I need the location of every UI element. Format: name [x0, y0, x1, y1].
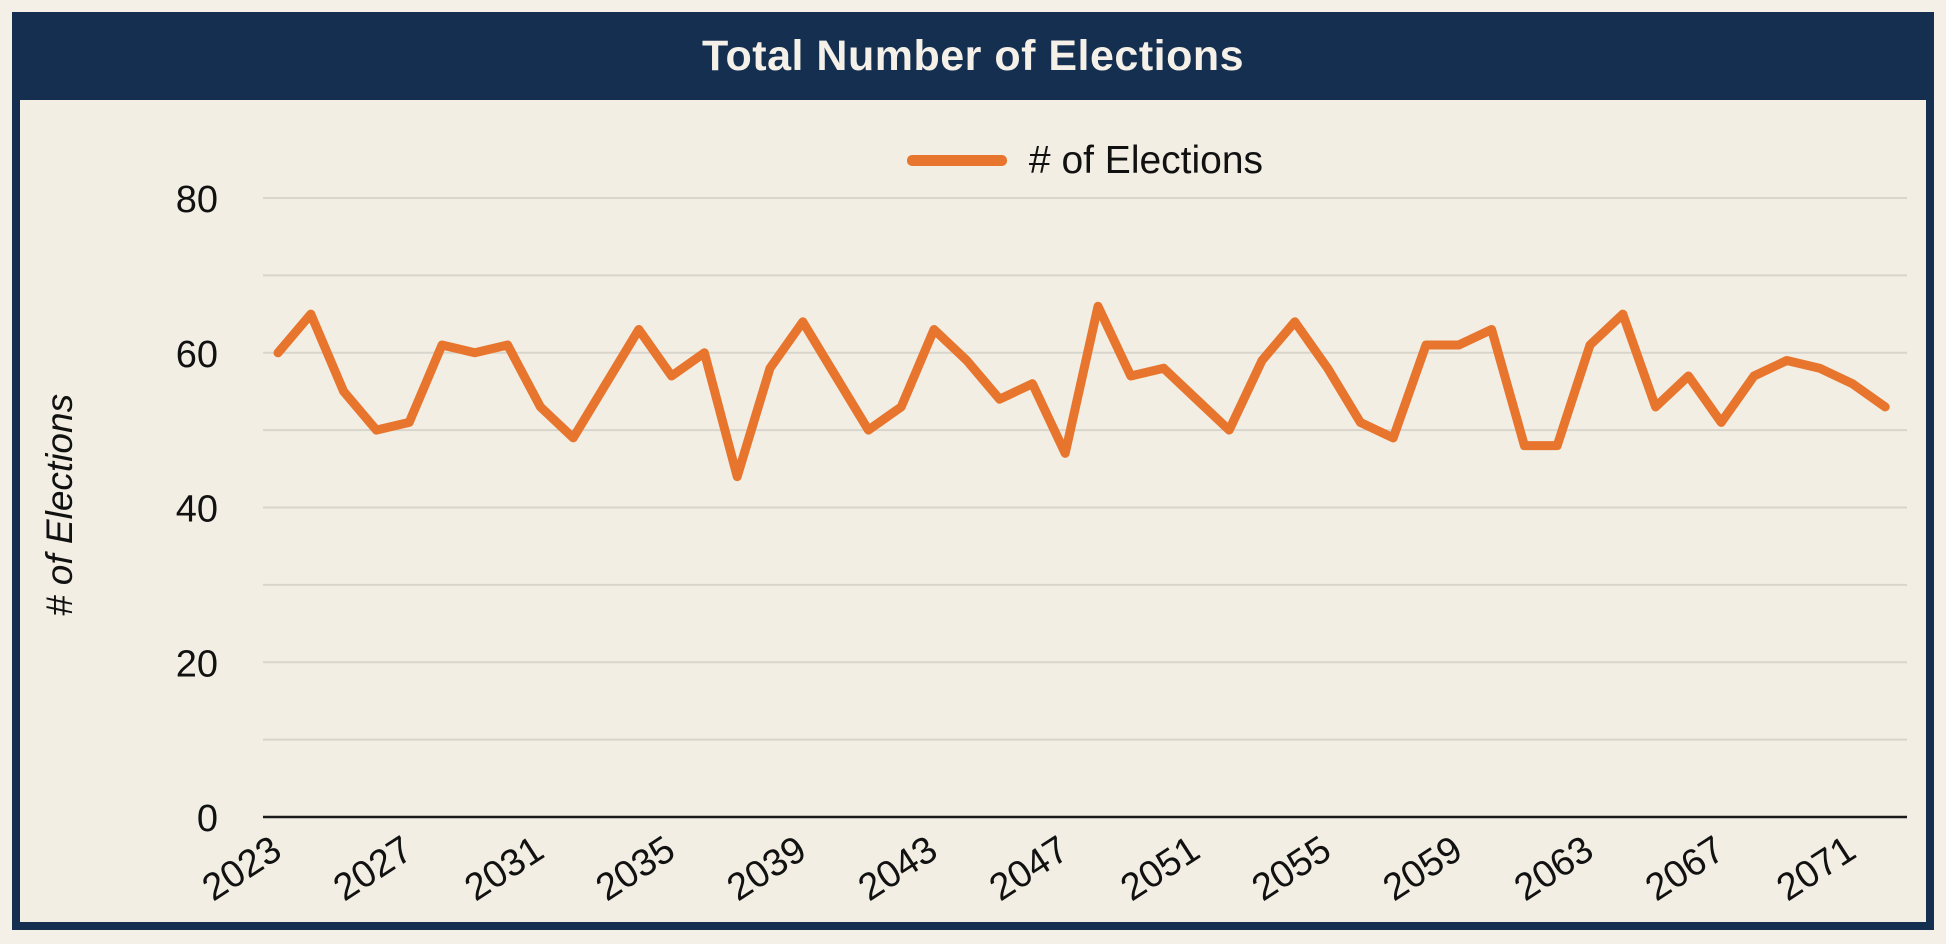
x-tick-label: 2063: [1507, 828, 1601, 909]
y-tick-label: 40: [176, 489, 218, 531]
legend-line-swatch: [906, 154, 1007, 166]
x-tick-labels: 2023 2027 2031 2035 2039 2043 2047 2051 2055 2059…: [195, 828, 1863, 909]
legend: # of Elections: [263, 136, 1907, 184]
y-tick-label: 0: [197, 798, 218, 840]
elections-line-series: [273, 301, 1890, 482]
x-tick-label: 2031: [458, 828, 552, 909]
x-tick-label: 2039: [720, 828, 814, 909]
chart-title: Total Number of Elections: [701, 31, 1245, 80]
x-tick-label: 2067: [1638, 828, 1732, 909]
x-tick-label: 2055: [1245, 828, 1339, 909]
legend-label: # of Elections: [1028, 138, 1264, 182]
x-tick-label: 2071: [1770, 828, 1864, 909]
y-tick-label: 20: [176, 643, 218, 685]
gridlines: [263, 197, 1907, 741]
x-tick-label: 2023: [195, 828, 289, 909]
x-tick-label: 2043: [851, 828, 945, 909]
x-tick-label: 2047: [982, 828, 1076, 909]
x-tick-label: 2051: [1114, 828, 1208, 909]
chart-title-bar: Total Number of Elections: [12, 12, 1934, 100]
x-tick-label: 2035: [589, 828, 683, 909]
y-tick-labels: 0 20 40 60 80: [176, 179, 218, 840]
y-tick-label: 80: [176, 179, 218, 221]
x-tick-label: 2059: [1376, 828, 1470, 909]
y-axis-title: # of Elections: [39, 394, 80, 616]
x-tick-label: 2027: [326, 828, 420, 909]
y-tick-label: 60: [176, 334, 218, 376]
